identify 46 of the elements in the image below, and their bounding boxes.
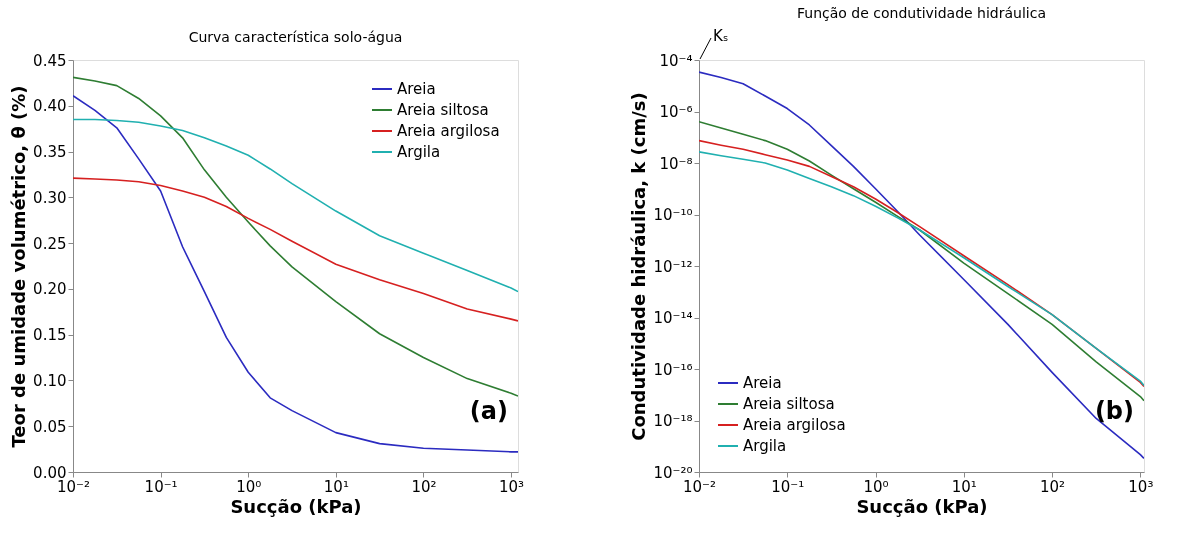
y-tick-label: 0.35	[33, 143, 67, 162]
y-tick-label: 0.30	[33, 188, 67, 207]
legend-label: Areia argilosa	[397, 122, 500, 140]
y-tick-label: 10⁻⁸	[659, 154, 693, 173]
y-tick-label: 10⁻¹⁶	[653, 360, 693, 379]
y-tick-label: 10⁻¹²	[653, 257, 693, 276]
x-tick-label: 10⁻¹	[144, 477, 178, 496]
legend-label: Areia	[397, 80, 436, 98]
y-tick-label: 0.20	[33, 280, 67, 299]
legend-label: Areia siltosa	[397, 101, 489, 119]
legend-label: Argila	[397, 143, 441, 161]
x-tick-label: 10⁻²	[56, 477, 91, 496]
x-axis-title: Sucção (kPa)	[230, 495, 362, 517]
x-tick-label: 10⁰	[863, 477, 889, 496]
x-tick-label: 10²	[411, 477, 437, 496]
y-tick-label: 10⁻⁴	[659, 51, 693, 70]
x-tick-label: 10³	[499, 477, 525, 496]
y-axis-title: Condutividade hidráulica, k (cm/s)	[628, 92, 650, 441]
y-tick-label: 10⁻¹⁴	[653, 309, 693, 327]
chart-title: Curva característica solo-água	[188, 29, 403, 45]
x-tick-label: 10¹	[951, 477, 977, 496]
annotation: (a)	[469, 397, 508, 425]
x-tick-label: 10¹	[323, 477, 349, 496]
y-tick-label: 10⁻⁶	[659, 103, 693, 121]
y-tick-label: 10⁻¹⁰	[653, 206, 693, 224]
y-tick-label: 0.15	[33, 326, 67, 345]
x-tick-label: 10⁻¹	[771, 477, 805, 496]
x-tick-label: 10⁰	[236, 477, 262, 496]
y-tick-label: 0.45	[33, 51, 67, 70]
legend-label: Areia argilosa	[743, 416, 846, 434]
chart-title: Função de condutividade hidráulica	[796, 5, 1047, 21]
y-tick-label: 0.05	[33, 417, 67, 436]
text: Kₛ	[713, 27, 729, 45]
y-tick-label: 0.10	[33, 371, 67, 390]
y-tick-label: 0.25	[33, 234, 67, 253]
legend-label: Areia siltosa	[743, 395, 835, 413]
x-tick-label: 10⁻²	[682, 477, 717, 496]
legend-label: Argila	[743, 437, 787, 455]
legend-label: Areia	[743, 374, 782, 392]
y-axis-title: Teor de umidade volumétrico, θ (%)	[8, 85, 30, 448]
y-tick-label: 0.40	[33, 97, 67, 116]
x-tick-label: 10²	[1040, 477, 1066, 496]
annotation: (b)	[1094, 397, 1134, 425]
x-tick-label: 10³	[1128, 477, 1154, 496]
y-tick-label: 10⁻¹⁸	[653, 412, 693, 430]
x-axis-title: Sucção (kPa)	[856, 495, 988, 517]
